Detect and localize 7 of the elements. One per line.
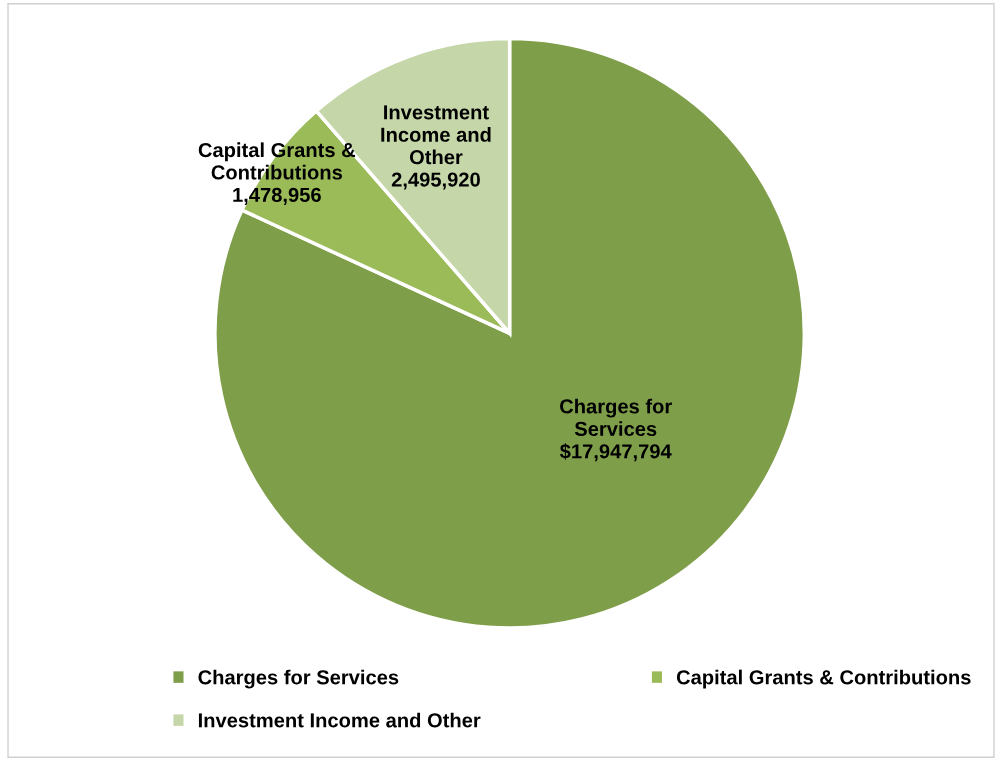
legend-label: Investment Income and Other [198,712,481,728]
data-label: $17,947,794 [559,443,672,462]
legend-label: Capital Grants & Contributions [676,669,971,689]
legend-label: Charges for Services [198,669,399,689]
slice-label: Charges for Services [560,398,672,437]
data-label: 2,495,920 [391,172,480,190]
slice-label: Investment Income and Other [381,105,491,165]
